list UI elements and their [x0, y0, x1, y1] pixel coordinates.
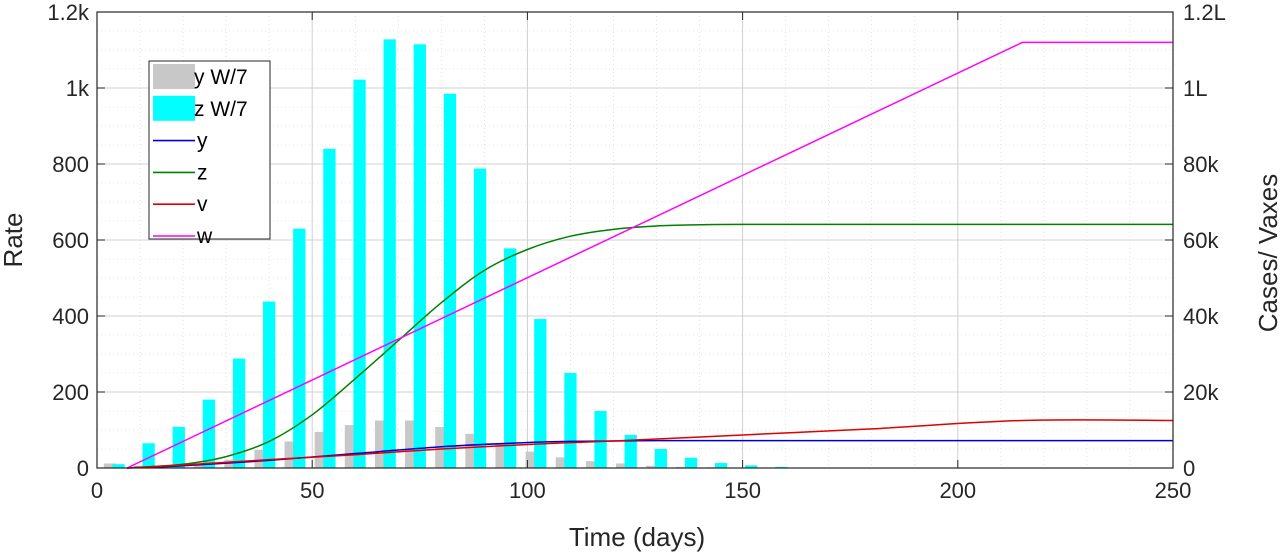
z-w7-bar — [654, 449, 667, 468]
tick-labels-layer: 0 50 100 150 200 25002004006008001k1.2k020k40… — [47, 0, 1225, 503]
lines-layer — [126, 41, 1174, 469]
y-left-tick-label: 1.2k — [47, 0, 90, 25]
ticks-layer — [96, 11, 1174, 469]
y-right-axis-label: Cases/ Vaxes — [1253, 174, 1280, 332]
y-left-tick-label: 200 — [52, 380, 89, 405]
y-w7-bar — [555, 457, 568, 468]
x-tick-label: 150 — [724, 478, 761, 503]
z-w7-bar — [413, 44, 426, 469]
x-tick-label: 0 — [91, 478, 103, 503]
y-right-tick-label: 60k — [1183, 228, 1219, 253]
series-v-line — [127, 419, 1174, 469]
legend-label: w — [196, 225, 213, 248]
z-w7-bar — [624, 434, 637, 468]
x-tick-label: 200 — [939, 478, 976, 503]
x-tick-label: 100 — [509, 478, 546, 503]
y-right-tick-label: 80k — [1183, 152, 1219, 177]
legend-label: y — [197, 130, 208, 153]
z-w7-bar — [112, 464, 125, 468]
y-left-tick-label: 0 — [77, 456, 89, 481]
z-w7-bar — [564, 373, 577, 468]
y-w7-bar — [224, 459, 237, 468]
x-tick-label: 50 — [300, 478, 324, 503]
y-right-tick-label: 0 — [1183, 456, 1195, 481]
z-w7-bar — [172, 426, 185, 468]
series-w-line — [126, 41, 1173, 469]
series-z-line — [127, 223, 1173, 469]
y-right-tick-label: 20k — [1183, 380, 1219, 405]
z-w7-bar — [714, 463, 728, 468]
z-w7-bar — [534, 319, 547, 468]
z-w7-bar — [323, 148, 336, 469]
z-w7-bar — [293, 228, 306, 468]
z-w7-bar — [142, 443, 155, 468]
legend-label: z W/7 — [194, 98, 248, 121]
y-right-tick-label: 1L — [1183, 76, 1207, 101]
x-axis-label: Time (days) — [569, 522, 705, 552]
legend-swatch — [153, 95, 195, 121]
y-left-tick-label: 400 — [52, 304, 89, 329]
x-tick-label: 250 — [1155, 478, 1192, 503]
y-w7-bar — [103, 463, 117, 468]
y-left-tick-label: 600 — [52, 228, 89, 253]
y-w7-bar — [646, 465, 659, 468]
z-w7-bar — [594, 411, 607, 468]
y-w7-bar — [585, 461, 599, 468]
legend-label: v — [197, 193, 208, 216]
legend-label: y W/7 — [194, 66, 248, 89]
legend-label: z — [197, 161, 208, 184]
z-w7-bar — [684, 457, 698, 468]
y-left-tick-label: 1k — [66, 76, 90, 101]
z-w7-bar — [443, 93, 457, 468]
z-w7-bar — [232, 358, 246, 468]
y-left-tick-label: 800 — [52, 152, 89, 177]
z-w7-bar — [473, 168, 487, 468]
legend-box — [148, 60, 271, 240]
z-w7-bar — [504, 248, 517, 468]
z-w7-bar — [353, 79, 366, 468]
y-w7-bar — [194, 464, 207, 468]
z-w7-bar — [745, 465, 758, 468]
y-right-tick-label: 1.2L — [1183, 0, 1226, 25]
z-w7-bar — [263, 301, 276, 468]
y-w7-bar — [615, 463, 629, 468]
z-w7-bar — [202, 399, 216, 468]
y-left-axis-label: Rate — [0, 213, 28, 268]
z-w7-bar — [383, 39, 396, 469]
y-right-tick-label: 40k — [1183, 304, 1219, 329]
legend-swatch — [153, 64, 195, 89]
series-y-line — [127, 439, 1173, 469]
bars-layer — [103, 39, 788, 469]
